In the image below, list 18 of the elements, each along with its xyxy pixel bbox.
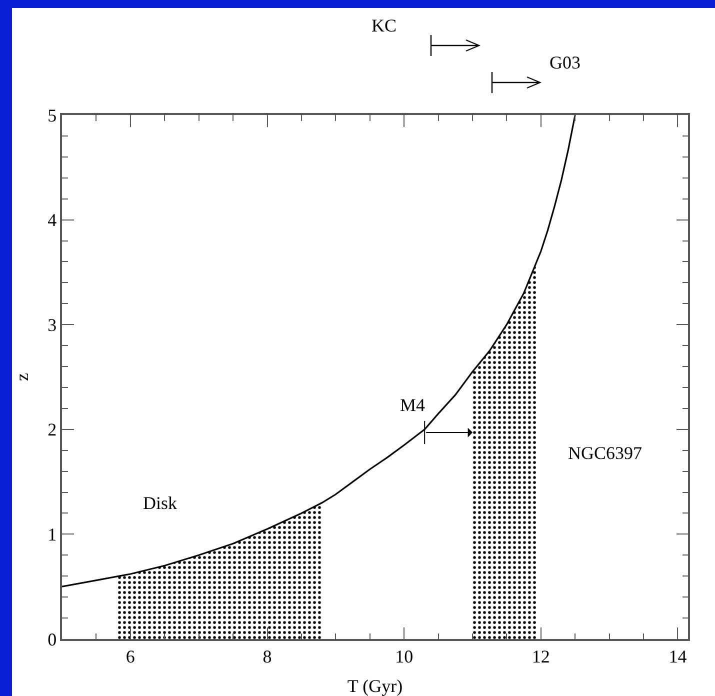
- x-tick-label: 8: [262, 646, 272, 666]
- x-tick-label: 6: [126, 646, 135, 666]
- y-tick-label: 1: [48, 524, 57, 544]
- x-tick-label: 14: [668, 646, 687, 666]
- y-axis-title: z: [12, 373, 32, 381]
- annotation: NGC6397: [568, 443, 642, 463]
- text: G03: [550, 52, 580, 74]
- x-tick-label: 12: [532, 646, 550, 666]
- x-axis-title: T (Gyr): [347, 676, 403, 696]
- text: KC: [371, 16, 397, 36]
- annotation: M4: [400, 395, 426, 415]
- y-tick-label: 5: [48, 105, 57, 126]
- annotation: Disk: [143, 493, 178, 513]
- y-tick-label: 2: [48, 420, 57, 440]
- y-tick-label: 0: [48, 629, 57, 650]
- y-tick-label: 4: [48, 210, 57, 230]
- x-tick-label: 10: [395, 646, 414, 666]
- y-tick-label: 3: [48, 314, 57, 335]
